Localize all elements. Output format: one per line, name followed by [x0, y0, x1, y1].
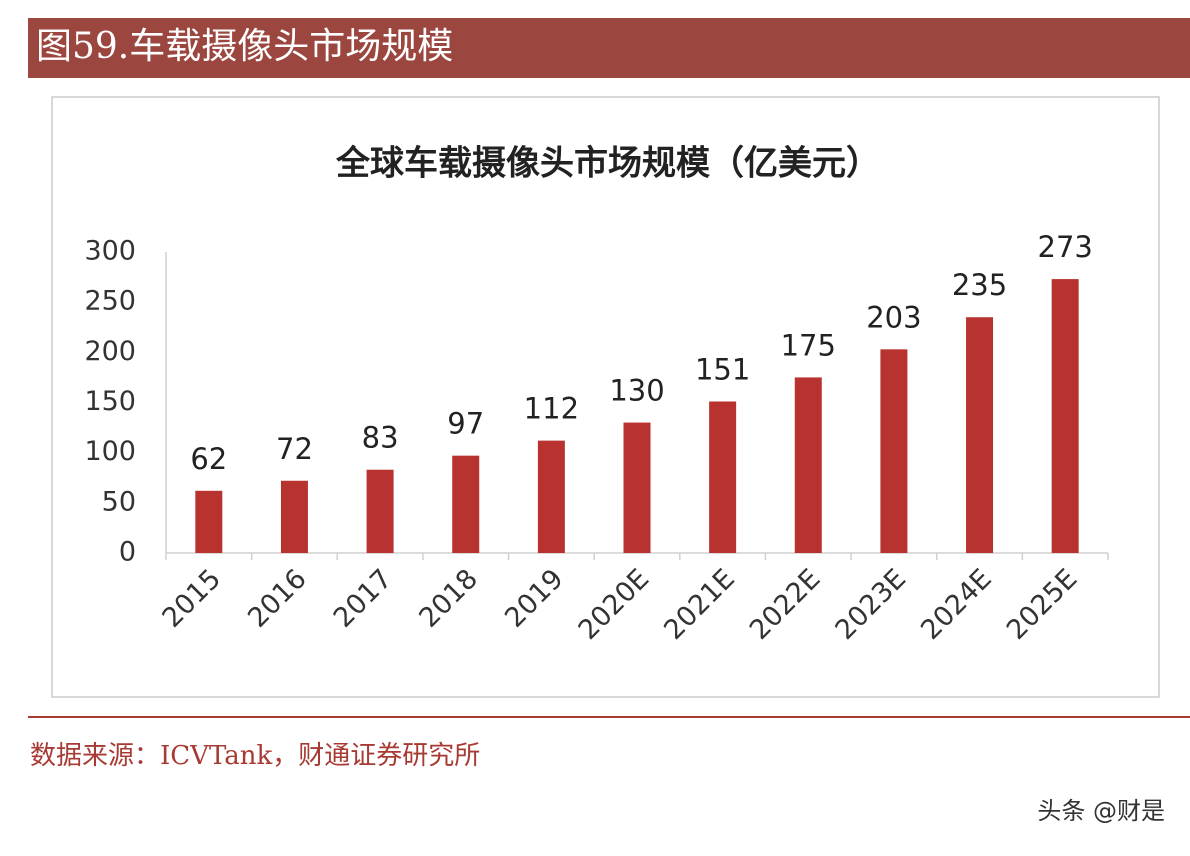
bar	[794, 377, 822, 553]
bar	[709, 401, 737, 553]
header-bar	[28, 18, 1190, 78]
bar	[880, 349, 908, 553]
bar	[195, 490, 223, 553]
y-tick-label: 50	[102, 486, 136, 517]
value-label: 72	[276, 432, 313, 466]
watermark: 头条 @财是	[1037, 797, 1165, 825]
y-tick-label: 150	[84, 386, 136, 417]
value-label: 175	[781, 328, 836, 362]
value-label: 62	[190, 442, 227, 476]
chart-title: 全球车载摄像头市场规模（亿美元）	[335, 144, 880, 184]
y-tick-label: 200	[84, 336, 136, 367]
bar	[537, 440, 565, 553]
value-label: 151	[695, 352, 750, 386]
y-tick-label: 100	[84, 436, 136, 467]
y-tick-label: 300	[84, 236, 136, 267]
header-title: 图59.车载摄像头市场规模	[36, 26, 453, 67]
bar	[452, 455, 480, 553]
bar	[366, 469, 394, 553]
bar	[1051, 279, 1079, 553]
y-tick-label: 0	[119, 537, 136, 568]
value-label: 203	[866, 300, 921, 334]
value-label: 235	[952, 268, 1007, 302]
source-note: 数据来源：ICVTank，财通证券研究所	[30, 741, 480, 771]
bar	[623, 422, 651, 553]
value-label: 130	[609, 374, 664, 408]
value-label: 273	[1038, 230, 1093, 264]
value-label: 112	[524, 392, 579, 426]
bar	[966, 317, 994, 553]
value-label: 83	[362, 421, 399, 455]
bar	[280, 480, 308, 553]
y-tick-label: 250	[84, 286, 136, 317]
value-label: 97	[447, 407, 484, 441]
